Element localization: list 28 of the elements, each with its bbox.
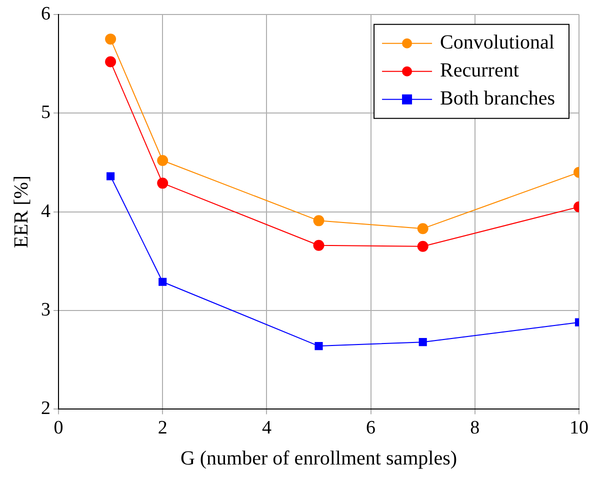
y-tick-label: 3 xyxy=(41,299,50,320)
y-tick-label: 5 xyxy=(41,102,50,124)
point xyxy=(314,342,323,350)
legend-label: Convolutional xyxy=(440,32,555,54)
point xyxy=(313,215,324,226)
point xyxy=(417,240,428,252)
y-tick-label: 4 xyxy=(41,200,51,222)
x-tick-label: 0 xyxy=(54,418,64,439)
point xyxy=(313,240,324,251)
legend-label: Both branches xyxy=(440,88,556,110)
point xyxy=(106,172,115,180)
x-axis-title: G (number of enrollment samples) xyxy=(180,447,458,470)
x-tick-label: 6 xyxy=(366,418,376,439)
point xyxy=(157,154,168,166)
y-tick-label: 2 xyxy=(41,398,50,420)
x-tick-label: 4 xyxy=(262,418,272,439)
point xyxy=(417,223,428,234)
y-tick-label: 6 xyxy=(41,3,50,24)
x-tick-label: 8 xyxy=(470,418,480,439)
point xyxy=(105,56,116,68)
y-axis-title: EER [%] xyxy=(10,175,32,248)
legend-label: Recurrent xyxy=(440,60,520,82)
x-tick-label: 10 xyxy=(570,418,588,439)
point xyxy=(158,278,167,286)
point xyxy=(418,338,427,346)
point xyxy=(105,34,116,45)
x-tick-label: 2 xyxy=(158,418,168,439)
point xyxy=(157,178,168,189)
